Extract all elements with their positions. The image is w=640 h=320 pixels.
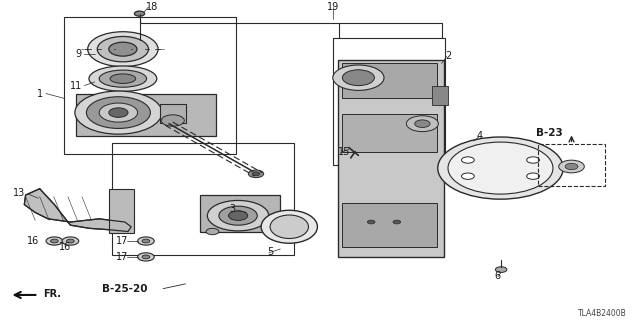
Circle shape — [142, 239, 150, 243]
Bar — [112, 143, 294, 255]
Circle shape — [75, 91, 162, 134]
Text: B-25-20: B-25-20 — [102, 284, 148, 294]
Text: 1: 1 — [37, 89, 44, 99]
Text: 17: 17 — [116, 236, 128, 246]
Bar — [333, 38, 445, 165]
Text: 18: 18 — [146, 2, 158, 12]
Circle shape — [46, 237, 63, 245]
Bar — [342, 114, 437, 152]
Circle shape — [51, 239, 58, 243]
Ellipse shape — [270, 215, 308, 238]
Text: 6: 6 — [495, 271, 501, 281]
Circle shape — [161, 115, 184, 126]
Circle shape — [252, 172, 260, 176]
Circle shape — [88, 32, 158, 67]
Circle shape — [134, 11, 145, 16]
Bar — [342, 203, 437, 247]
Text: 19: 19 — [326, 2, 339, 12]
Circle shape — [438, 137, 563, 199]
Circle shape — [109, 108, 128, 117]
Bar — [160, 104, 186, 123]
Bar — [538, 144, 605, 186]
Text: B-23: B-23 — [536, 128, 563, 138]
Circle shape — [495, 267, 507, 272]
Text: 9: 9 — [76, 49, 82, 59]
Text: FR.: FR. — [44, 289, 61, 299]
Circle shape — [138, 237, 154, 245]
Ellipse shape — [110, 74, 136, 84]
Circle shape — [207, 200, 269, 231]
Ellipse shape — [99, 70, 147, 87]
Text: 4: 4 — [477, 132, 483, 141]
Bar — [64, 18, 236, 154]
Circle shape — [248, 170, 264, 178]
Text: 2: 2 — [445, 51, 451, 60]
Text: 17: 17 — [116, 252, 128, 262]
Circle shape — [219, 206, 257, 225]
Text: 3: 3 — [229, 204, 236, 214]
Circle shape — [67, 239, 74, 243]
Circle shape — [228, 211, 248, 220]
Text: 13: 13 — [13, 188, 26, 198]
Circle shape — [62, 237, 79, 245]
Circle shape — [406, 116, 438, 132]
Circle shape — [461, 157, 474, 163]
Bar — [109, 189, 134, 233]
Circle shape — [333, 65, 384, 90]
Circle shape — [206, 228, 219, 235]
Text: 16: 16 — [59, 242, 71, 252]
Circle shape — [559, 160, 584, 173]
Circle shape — [415, 120, 430, 127]
Bar — [200, 195, 280, 232]
Polygon shape — [24, 189, 131, 232]
Text: 5: 5 — [268, 247, 274, 257]
Circle shape — [565, 163, 578, 170]
Bar — [76, 93, 216, 136]
Circle shape — [142, 255, 150, 259]
Circle shape — [138, 253, 154, 261]
Circle shape — [527, 157, 540, 163]
Circle shape — [527, 173, 540, 179]
Circle shape — [342, 70, 374, 86]
Text: 16: 16 — [28, 236, 40, 246]
Bar — [342, 63, 437, 98]
Circle shape — [448, 142, 553, 194]
Circle shape — [109, 42, 137, 56]
Ellipse shape — [89, 66, 157, 91]
Bar — [338, 60, 444, 257]
Text: TLA4B2400B: TLA4B2400B — [579, 309, 627, 318]
Circle shape — [97, 36, 148, 62]
Circle shape — [99, 103, 138, 122]
Circle shape — [367, 220, 375, 224]
Ellipse shape — [261, 210, 317, 243]
Text: 11: 11 — [70, 81, 82, 91]
Circle shape — [86, 97, 150, 128]
Circle shape — [461, 173, 474, 179]
Circle shape — [393, 220, 401, 224]
Bar — [432, 86, 448, 105]
Text: 15: 15 — [338, 147, 350, 157]
